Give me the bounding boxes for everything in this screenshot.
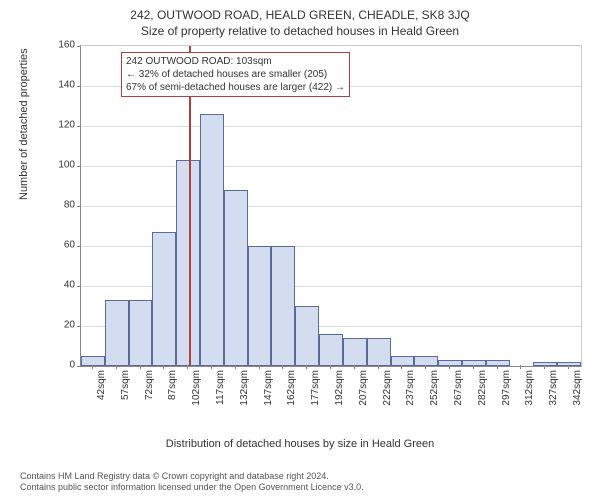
xtick-label: 282sqm	[477, 370, 488, 406]
ytick-label: 20	[64, 320, 75, 331]
xtick-label: 342sqm	[572, 370, 583, 406]
xtick-label: 162sqm	[286, 370, 297, 406]
xtick-label: 207sqm	[358, 370, 369, 406]
ytick-label: 40	[64, 280, 75, 291]
xtick-label: 117sqm	[215, 370, 226, 405]
histogram-bar	[271, 246, 295, 366]
xtick-mark	[497, 365, 498, 369]
xtick-label: 147sqm	[263, 370, 274, 406]
plot-area: 242 OUTWOOD ROAD: 103sqm← 32% of detache…	[80, 45, 582, 367]
grid-line	[81, 166, 581, 167]
ytick-mark	[77, 206, 81, 207]
footer-attribution: Contains HM Land Registry data © Crown c…	[20, 471, 364, 494]
ytick-label: 0	[69, 360, 75, 371]
xtick-mark	[425, 365, 426, 369]
xtick-label: 192sqm	[334, 370, 345, 406]
ytick-label: 140	[58, 80, 75, 91]
chart-title-description: Size of property relative to detached ho…	[0, 22, 600, 38]
xtick-mark	[544, 365, 545, 369]
ytick-mark	[77, 126, 81, 127]
xtick-mark	[330, 365, 331, 369]
ytick-mark	[77, 326, 81, 327]
histogram-bar	[81, 356, 105, 366]
xtick-mark	[473, 365, 474, 369]
xtick-label: 132sqm	[239, 370, 250, 406]
grid-line	[81, 206, 581, 207]
ytick-label: 160	[58, 40, 75, 51]
xtick-label: 72sqm	[144, 370, 155, 400]
xtick-mark	[282, 365, 283, 369]
ytick-mark	[77, 166, 81, 167]
chart-container: 242 OUTWOOD ROAD: 103sqm← 32% of detache…	[50, 45, 580, 395]
xtick-label: 57sqm	[120, 370, 131, 400]
xtick-label: 177sqm	[310, 370, 321, 406]
xtick-mark	[520, 365, 521, 369]
ytick-label: 80	[64, 200, 75, 211]
xtick-label: 312sqm	[524, 370, 535, 406]
histogram-bar	[295, 306, 319, 366]
histogram-bar	[367, 338, 391, 366]
xtick-label: 42sqm	[96, 370, 107, 400]
xtick-label: 222sqm	[382, 370, 393, 406]
xtick-label: 267sqm	[453, 370, 464, 406]
histogram-bar	[200, 114, 224, 366]
histogram-bar	[105, 300, 129, 366]
xtick-mark	[116, 365, 117, 369]
xtick-mark	[568, 365, 569, 369]
xtick-label: 87sqm	[167, 370, 178, 400]
histogram-bar	[224, 190, 248, 366]
xtick-label: 252sqm	[429, 370, 440, 406]
xtick-label: 327sqm	[548, 370, 559, 406]
info-box-line2: ← 32% of detached houses are smaller (20…	[126, 68, 345, 81]
ytick-mark	[77, 86, 81, 87]
x-axis-label: Distribution of detached houses by size …	[0, 438, 600, 450]
xtick-mark	[187, 365, 188, 369]
footer-line1: Contains HM Land Registry data © Crown c…	[20, 471, 364, 483]
xtick-mark	[401, 365, 402, 369]
y-axis-label: Number of detached properties	[18, 48, 30, 200]
histogram-bar	[152, 232, 176, 366]
info-box-line3: 67% of semi-detached houses are larger (…	[126, 81, 345, 94]
histogram-bar	[248, 246, 272, 366]
ytick-label: 120	[58, 120, 75, 131]
xtick-mark	[259, 365, 260, 369]
xtick-mark	[92, 365, 93, 369]
ytick-label: 60	[64, 240, 75, 251]
ytick-mark	[77, 246, 81, 247]
footer-line2: Contains public sector information licen…	[20, 482, 364, 494]
xtick-mark	[354, 365, 355, 369]
xtick-mark	[378, 365, 379, 369]
ytick-label: 100	[58, 160, 75, 171]
info-box-line1: 242 OUTWOOD ROAD: 103sqm	[126, 55, 345, 68]
ytick-mark	[77, 46, 81, 47]
xtick-mark	[163, 365, 164, 369]
xtick-mark	[306, 365, 307, 369]
xtick-label: 297sqm	[501, 370, 512, 406]
grid-line	[81, 126, 581, 127]
xtick-label: 102sqm	[191, 370, 202, 406]
ytick-mark	[77, 366, 81, 367]
chart-title-address: 242, OUTWOOD ROAD, HEALD GREEN, CHEADLE,…	[0, 0, 600, 22]
xtick-mark	[140, 365, 141, 369]
xtick-mark	[235, 365, 236, 369]
xtick-mark	[211, 365, 212, 369]
histogram-bar	[319, 334, 343, 366]
xtick-label: 237sqm	[405, 370, 416, 406]
xtick-mark	[449, 365, 450, 369]
info-box: 242 OUTWOOD ROAD: 103sqm← 32% of detache…	[121, 52, 350, 97]
histogram-bar	[343, 338, 367, 366]
ytick-mark	[77, 286, 81, 287]
histogram-bar	[129, 300, 153, 366]
